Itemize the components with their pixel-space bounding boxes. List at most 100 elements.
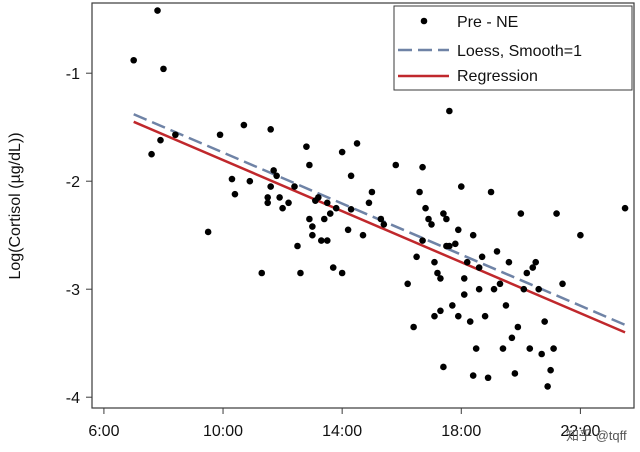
data-point <box>460 275 468 282</box>
data-point <box>347 205 355 213</box>
data-point <box>535 285 543 293</box>
data-point <box>380 221 388 228</box>
data-point <box>216 131 224 139</box>
watermark: 知乎 @tqff <box>566 428 627 443</box>
data-point <box>493 248 501 255</box>
legend-label-loess: Loess, Smooth=1 <box>457 43 582 60</box>
data-point <box>204 228 212 236</box>
data-point <box>520 285 528 293</box>
data-point <box>466 318 474 325</box>
data-point <box>475 264 483 271</box>
data-point <box>246 177 254 185</box>
data-point <box>309 223 316 230</box>
data-point <box>469 231 477 239</box>
data-point <box>538 350 545 358</box>
data-point <box>434 269 441 277</box>
data-point <box>472 345 480 352</box>
data-point <box>460 291 468 298</box>
y-tick-label: -4 <box>66 390 80 407</box>
data-point <box>443 215 450 223</box>
data-point <box>332 204 340 212</box>
data-point <box>148 150 155 158</box>
x-ticks: 6:00 10:00 14:00 18:00 22:00 <box>88 408 601 440</box>
y-ticks: -1 -2 -3 -4 <box>66 66 92 407</box>
data-point <box>160 65 167 73</box>
data-point <box>577 231 584 239</box>
data-point <box>529 264 537 271</box>
data-point <box>431 258 438 266</box>
data-point <box>270 167 277 174</box>
data-point <box>410 323 417 331</box>
data-point <box>452 240 459 248</box>
y-tick-label: -2 <box>66 174 80 191</box>
data-point <box>550 345 557 352</box>
data-point <box>276 194 283 201</box>
data-point <box>279 204 286 212</box>
y-tick-label: -3 <box>66 282 80 299</box>
data-point <box>228 175 236 183</box>
data-point <box>323 199 331 207</box>
data-point <box>359 231 367 239</box>
data-point <box>404 280 411 288</box>
x-tick-label: 14:00 <box>322 423 362 440</box>
data-point <box>532 258 540 266</box>
data-point <box>231 190 239 198</box>
data-points <box>130 7 629 390</box>
data-point <box>431 312 438 320</box>
data-point <box>303 143 310 150</box>
x-tick-label: 10:00 <box>203 423 243 440</box>
data-point <box>368 188 376 196</box>
data-point <box>484 374 492 382</box>
data-point <box>544 383 551 390</box>
data-point <box>267 183 274 190</box>
data-point <box>508 334 516 342</box>
data-point <box>323 237 331 244</box>
x-tick-label: 22:00 <box>560 423 600 440</box>
data-point <box>517 210 525 217</box>
data-point <box>511 370 519 377</box>
data-point <box>318 237 325 244</box>
data-point <box>505 258 513 266</box>
data-point <box>172 131 179 139</box>
data-point <box>306 215 313 223</box>
data-point <box>559 280 566 288</box>
data-point <box>306 161 313 169</box>
data-point <box>309 231 316 239</box>
data-point <box>454 312 462 320</box>
x-tick-label: 18:00 <box>441 423 481 440</box>
data-point <box>478 253 486 261</box>
data-point <box>291 183 298 190</box>
data-point <box>413 253 420 261</box>
legend-label-pre-ne: Pre - NE <box>457 14 518 31</box>
data-point <box>419 163 426 171</box>
data-point <box>437 307 444 315</box>
data-point <box>463 258 471 266</box>
data-point <box>481 312 489 320</box>
data-point <box>469 372 477 379</box>
data-point <box>297 269 304 277</box>
data-point <box>344 226 352 234</box>
data-point <box>258 269 266 277</box>
data-point <box>294 242 301 250</box>
legend-marker-icon <box>420 17 428 25</box>
data-point <box>553 210 560 217</box>
data-point <box>449 302 456 309</box>
legend-label-regression: Regression <box>457 68 538 85</box>
data-point <box>440 363 447 371</box>
legend: Pre - NE Loess, Smooth=1 Regression <box>393 5 633 91</box>
data-point <box>329 264 337 271</box>
data-point <box>454 226 462 234</box>
data-point <box>392 161 400 169</box>
data-point <box>514 323 522 331</box>
data-point <box>365 199 373 207</box>
data-point <box>338 148 346 156</box>
data-point <box>273 172 280 180</box>
data-point <box>285 199 292 207</box>
data-point <box>499 345 507 352</box>
data-point <box>157 136 164 144</box>
data-point <box>267 126 274 133</box>
regression-line <box>133 120 626 334</box>
data-point <box>440 210 447 217</box>
data-point <box>320 215 328 223</box>
